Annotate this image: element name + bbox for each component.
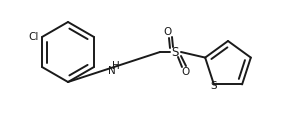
Text: Cl: Cl: [29, 32, 39, 42]
Text: H: H: [112, 61, 120, 71]
Text: S: S: [211, 81, 217, 91]
Text: N: N: [108, 66, 116, 76]
Text: O: O: [163, 27, 171, 37]
Text: S: S: [171, 46, 179, 58]
Text: O: O: [181, 67, 189, 77]
